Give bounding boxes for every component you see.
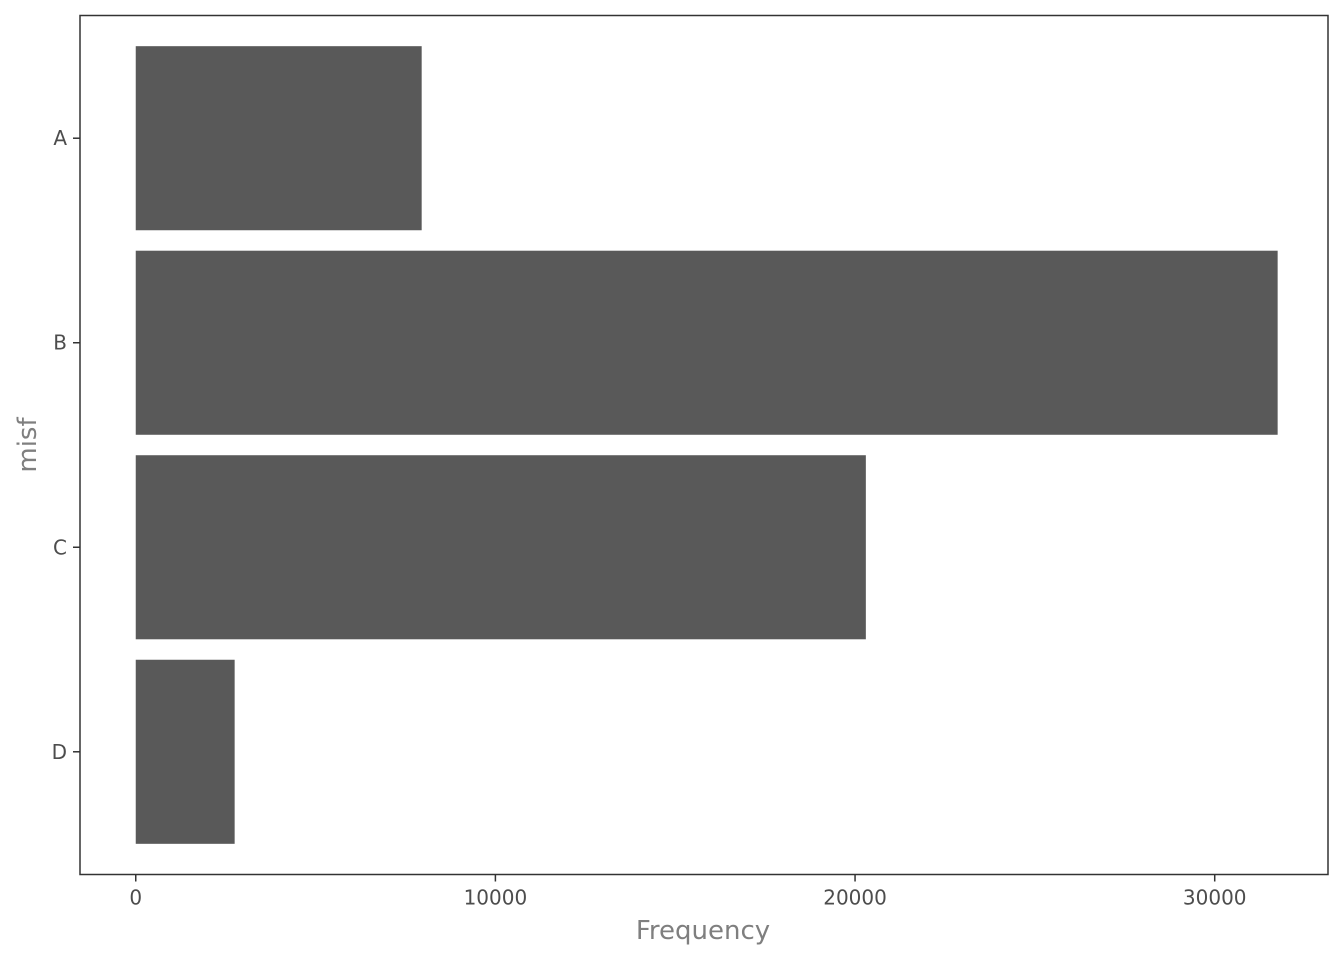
bar-d [135, 659, 235, 844]
y-tick-label-c: C [53, 535, 67, 559]
y-tick-label-d: D [52, 740, 67, 764]
x-tick-label-20000: 20000 [823, 886, 887, 910]
y-axis: A B C D [52, 126, 80, 764]
y-tick-label-b: B [53, 331, 67, 355]
x-axis-title: Frequency [636, 916, 770, 946]
bar-c [135, 455, 866, 640]
bar-a [135, 46, 422, 231]
x-axis: 0 10000 20000 30000 [129, 874, 1247, 910]
bars-layer [135, 46, 1278, 844]
bar-b [135, 250, 1278, 435]
plot-panel-border [79, 14, 1329, 876]
y-axis-title: misf [13, 417, 43, 473]
x-tick-label-10000: 10000 [464, 886, 528, 910]
x-tick-label-30000: 30000 [1183, 886, 1247, 910]
x-tick-label-0: 0 [129, 886, 142, 910]
y-tick-label-a: A [53, 126, 67, 150]
